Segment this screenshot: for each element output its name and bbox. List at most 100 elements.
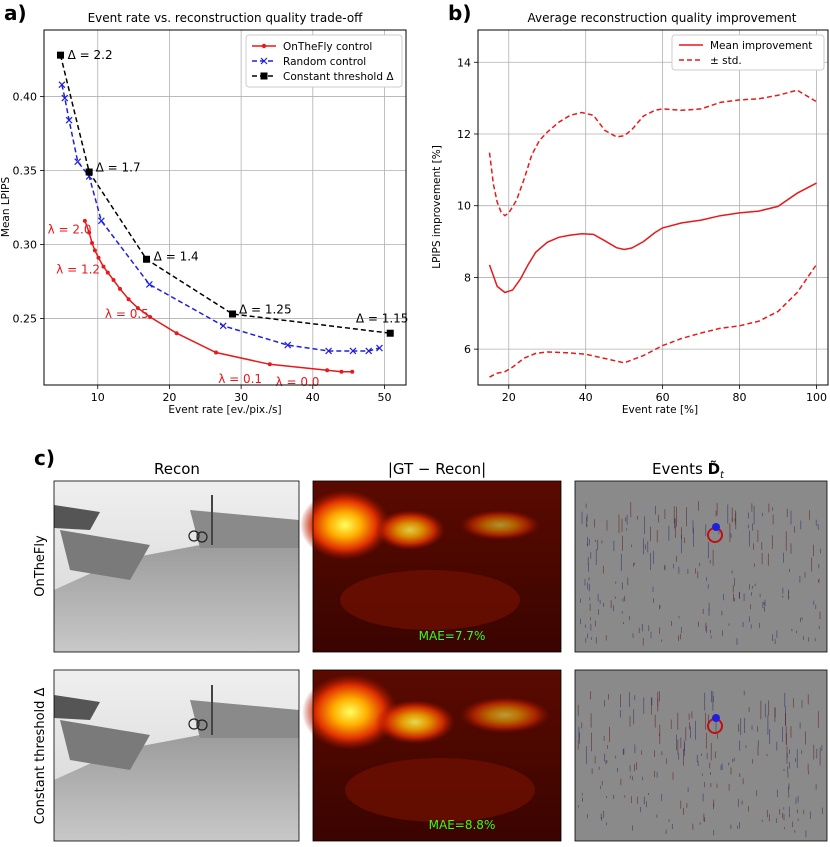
panel-a-grid <box>44 30 406 385</box>
series-line-0 <box>84 220 353 373</box>
panel-c-label: c) <box>34 446 55 470</box>
x-tick-label: 20 <box>162 391 176 404</box>
annotation-label: Δ = 1.25 <box>239 303 292 317</box>
data-point <box>58 81 66 89</box>
data-point <box>105 270 110 275</box>
recon-image-constant <box>53 669 300 842</box>
col-title-events-text: Events <box>652 460 703 478</box>
data-point <box>325 368 330 373</box>
x-tick-label: 20 <box>502 391 516 404</box>
data-point <box>101 264 106 269</box>
data-point <box>65 116 73 124</box>
panel-a-annotations: Δ = 2.2 Δ = 1.7 Δ = 1.4 Δ = 1.25 Δ = 1.15 λ =… <box>48 48 409 389</box>
panel-b-xlabel: Event rate [%] <box>622 404 698 416</box>
panel-b-title: Average reconstruction quality improveme… <box>528 11 797 25</box>
panel-b-ylabel: LPIPS improvement [%] <box>431 145 443 269</box>
error-map-constant: MAE=8.8% <box>302 669 562 842</box>
mae-label-onthefly: MAE=7.7% <box>419 629 486 643</box>
legend-marker-constant <box>260 72 268 80</box>
error-map-onthefly: MAE=7.7% <box>300 480 562 653</box>
panel-a-ticks: 10 20 30 40 50 0.25 0.30 0.35 0.40 <box>13 91 392 404</box>
row-label-onthefly: OnTheFly <box>33 535 48 597</box>
panel-b-frame <box>477 29 829 386</box>
y-tick-label: 6 <box>464 343 471 356</box>
x-tick-label: 30 <box>234 391 248 404</box>
data-point <box>145 280 153 288</box>
panel-a-ylabel: Mean LPIPS <box>0 177 12 238</box>
panel-a-legend-box <box>245 34 403 88</box>
data-point <box>174 331 179 336</box>
data-point <box>339 369 344 374</box>
panel-b-series <box>488 89 818 378</box>
panel-a-xlabel: Event rate [ev./pix./s] <box>168 404 281 416</box>
annotation-label: Δ = 1.15 <box>356 311 409 325</box>
annotation-label: λ = 0.0 <box>276 375 320 389</box>
data-point <box>111 277 116 282</box>
legend-marker-random <box>260 57 268 65</box>
x-tick-label: 100 <box>806 391 827 404</box>
data-point <box>350 369 355 374</box>
data-point <box>87 230 92 235</box>
events-image-constant <box>574 669 828 842</box>
data-point <box>325 347 333 355</box>
y-tick-label: 0.35 <box>13 165 38 178</box>
data-point <box>349 347 357 355</box>
data-point <box>56 51 64 59</box>
series-line-0 <box>488 182 817 294</box>
data-point <box>229 310 237 318</box>
data-point <box>219 322 227 330</box>
data-point <box>85 168 93 176</box>
panel-b-legend-box <box>671 34 825 71</box>
x-tick-label: 40 <box>306 391 320 404</box>
annotation-label: Δ = 2.2 <box>68 48 113 62</box>
data-point <box>126 297 131 302</box>
events-symbol: D̃ <box>708 459 720 478</box>
legend-label-constant: Constant threshold Δ <box>283 71 394 83</box>
data-point <box>97 217 105 225</box>
x-tick-label: 50 <box>377 391 391 404</box>
col-title-events: Events D̃t <box>652 459 725 481</box>
events-subscript: t <box>720 470 725 481</box>
series-line-1 <box>488 89 817 217</box>
annotation-label: λ = 0.1 <box>218 372 262 386</box>
data-point <box>61 94 69 102</box>
data-point <box>92 248 97 253</box>
x-tick-label: 80 <box>733 391 747 404</box>
series-line-2 <box>489 264 818 378</box>
recon-image-onthefly <box>53 480 300 653</box>
data-point <box>214 350 219 355</box>
panel-b-ticks: 20 40 60 80 100 6 8 10 12 14 <box>457 56 827 404</box>
legend-label-onthefly: OnTheFly control <box>283 41 372 53</box>
legend-label-mean: Mean improvement <box>710 40 812 52</box>
row-label-constant: Constant threshold Δ <box>33 687 48 824</box>
annotation-label: Δ = 1.7 <box>96 161 141 175</box>
x-tick-label: 10 <box>91 391 105 404</box>
data-point <box>376 344 383 352</box>
data-point <box>148 314 153 319</box>
annotation-label: Δ = 1.4 <box>154 249 199 263</box>
data-point <box>74 158 82 166</box>
panel-a-label: a) <box>4 1 27 25</box>
events-image-onthefly <box>574 480 828 653</box>
col-title-error: |GT − Recon| <box>388 460 486 478</box>
data-point <box>135 306 140 311</box>
y-tick-label: 0.30 <box>13 238 38 251</box>
panel-b-legend: Mean improvement ± std. <box>671 34 825 71</box>
data-point <box>267 362 272 367</box>
y-tick-label: 0.40 <box>13 91 38 104</box>
annotation-label: λ = 0.5 <box>105 307 149 321</box>
y-tick-label: 14 <box>457 56 471 69</box>
data-point <box>284 341 292 349</box>
panel-a-legend: OnTheFly control Random control Constant… <box>245 34 403 88</box>
y-tick-label: 12 <box>457 128 471 141</box>
data-point <box>117 286 122 291</box>
legend-label-random: Random control <box>283 56 366 68</box>
y-tick-label: 8 <box>464 271 471 284</box>
data-point <box>90 241 95 245</box>
data-point <box>143 255 151 263</box>
x-tick-label: 40 <box>579 391 593 404</box>
panel-a-title: Event rate vs. reconstruction quality tr… <box>88 11 364 25</box>
x-tick-label: 60 <box>656 391 670 404</box>
panel-a-frame <box>43 29 407 386</box>
